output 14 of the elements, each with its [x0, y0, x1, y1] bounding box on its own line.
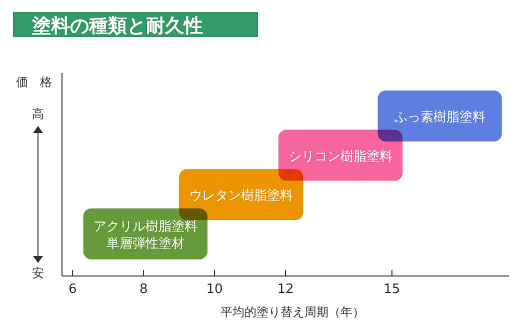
y-tick-label: アクリル樹脂塗料単層弾性塗材: [93, 219, 198, 252]
x-tick-label: 15: [384, 282, 400, 297]
x-tick-label: 8: [139, 282, 148, 297]
y-tick-label: ウレタン樹脂塗料: [189, 188, 294, 204]
y-tick-label: シリコン樹脂塗料: [288, 149, 392, 164]
x-tick-label: 10: [206, 282, 223, 297]
chart-title: 塗料の種類と耐久性: [31, 15, 203, 37]
y-tick-label: ふっ素樹脂塗料: [393, 110, 486, 125]
text: 高: [32, 107, 44, 121]
y-axis-title: 価 格: [16, 75, 52, 89]
text: 安: [32, 266, 44, 280]
x-axis-title: 平均的塗り替え周期（年）: [220, 305, 364, 319]
x-tick-label: 12: [277, 282, 294, 297]
x-tick-label: 6: [68, 282, 77, 297]
